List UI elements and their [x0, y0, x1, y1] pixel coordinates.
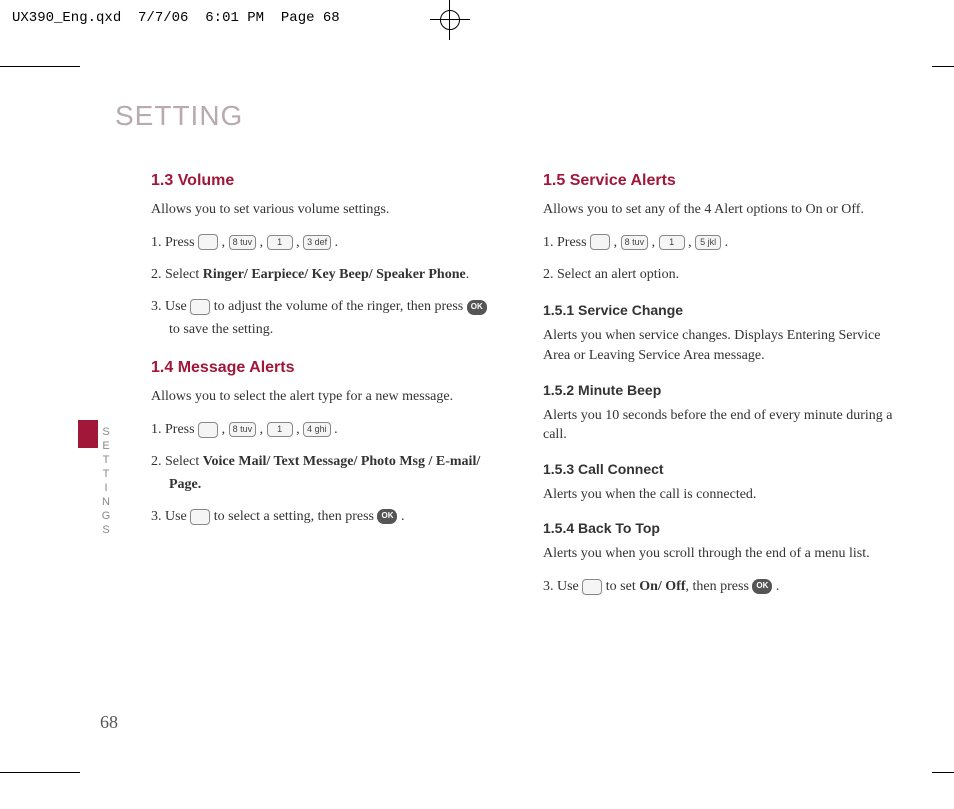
nav-key-icon [190, 299, 210, 315]
nav-key-icon [582, 579, 602, 595]
nav-key-icon [190, 509, 210, 525]
registration-mark-icon [440, 10, 460, 30]
text-1-5-2: Alerts you 10 seconds before the end of … [543, 406, 893, 445]
trim-rule-bottom-left [0, 772, 80, 773]
menu-key-icon [198, 422, 218, 438]
header-filename: UX390_Eng.qxd [12, 10, 121, 26]
heading-1-3: 1.3 Volume [151, 172, 501, 190]
trim-rule-top-left [0, 66, 80, 67]
print-header: UX390_Eng.qxd 7/7/06 6:01 PM Page 68 [12, 10, 340, 26]
heading-1-4: 1.4 Message Alerts [151, 359, 501, 377]
step-1-5-2: 2. Select an alert option. [543, 264, 893, 286]
section-title: SETTING [115, 100, 905, 132]
right-column: 1.5 Service Alerts Allows you to set any… [543, 172, 893, 608]
two-column-layout: 1.3 Volume Allows you to set various vol… [151, 172, 905, 608]
page-number: 68 [100, 712, 118, 733]
step-1-5-1: 1. Press , 8 tuv , 1 , 5 jkl . [543, 232, 893, 254]
left-column: 1.3 Volume Allows you to set various vol… [151, 172, 501, 608]
page-content: SETTING 1.3 Volume Allows you to set var… [115, 100, 905, 608]
heading-1-5-4: 1.5.4 Back To Top [543, 520, 893, 536]
heading-1-5: 1.5 Service Alerts [543, 172, 893, 190]
heading-1-5-3: 1.5.3 Call Connect [543, 461, 893, 477]
ok-key-icon: OK [752, 579, 772, 594]
key-3: 3 def [303, 235, 331, 250]
key-5: 5 jkl [695, 235, 721, 250]
key-4: 4 ghi [303, 422, 331, 437]
key-1: 1 [267, 235, 293, 250]
menu-key-icon [198, 234, 218, 250]
step-1-3-3: 3. Use to adjust the volume of the ringe… [151, 296, 501, 341]
text-1-5-3: Alerts you when the call is connected. [543, 485, 893, 505]
sidebar-tab [78, 420, 98, 448]
header-time: 6:01 PM [205, 10, 264, 26]
intro-1-5: Allows you to set any of the 4 Alert opt… [543, 200, 893, 220]
step-1-4-1: 1. Press , 8 tuv , 1 , 4 ghi . [151, 419, 501, 441]
text-1-5-4: Alerts you when you scroll through the e… [543, 544, 893, 564]
key-8: 8 tuv [621, 235, 649, 250]
step-1-5-4-3: 3. Use to set On/ Off, then press OK . [543, 576, 893, 598]
intro-1-3: Allows you to set various volume setting… [151, 200, 501, 220]
menu-key-icon [590, 234, 610, 250]
intro-1-4: Allows you to select the alert type for … [151, 387, 501, 407]
header-page: Page 68 [281, 10, 340, 26]
key-1: 1 [267, 422, 293, 437]
trim-rule-top-right [932, 66, 954, 67]
trim-rule-bottom-right [932, 772, 954, 773]
sidebar-label: SETTINGS [100, 426, 112, 538]
step-1-4-3: 3. Use to select a setting, then press O… [151, 506, 501, 528]
key-8: 8 tuv [229, 422, 257, 437]
header-date: 7/7/06 [138, 10, 188, 26]
heading-1-5-2: 1.5.2 Minute Beep [543, 382, 893, 398]
heading-1-5-1: 1.5.1 Service Change [543, 302, 893, 318]
ok-key-icon: OK [467, 300, 487, 315]
key-8: 8 tuv [229, 235, 257, 250]
key-1: 1 [659, 235, 685, 250]
step-1-3-2: 2. Select Ringer/ Earpiece/ Key Beep/ Sp… [151, 264, 501, 286]
step-1-4-2: 2. Select Voice Mail/ Text Message/ Phot… [151, 451, 501, 496]
text-1-5-1: Alerts you when service changes. Display… [543, 326, 893, 365]
step-1-3-1: 1. Press , 8 tuv , 1 , 3 def . [151, 232, 501, 254]
ok-key-icon: OK [377, 509, 397, 524]
